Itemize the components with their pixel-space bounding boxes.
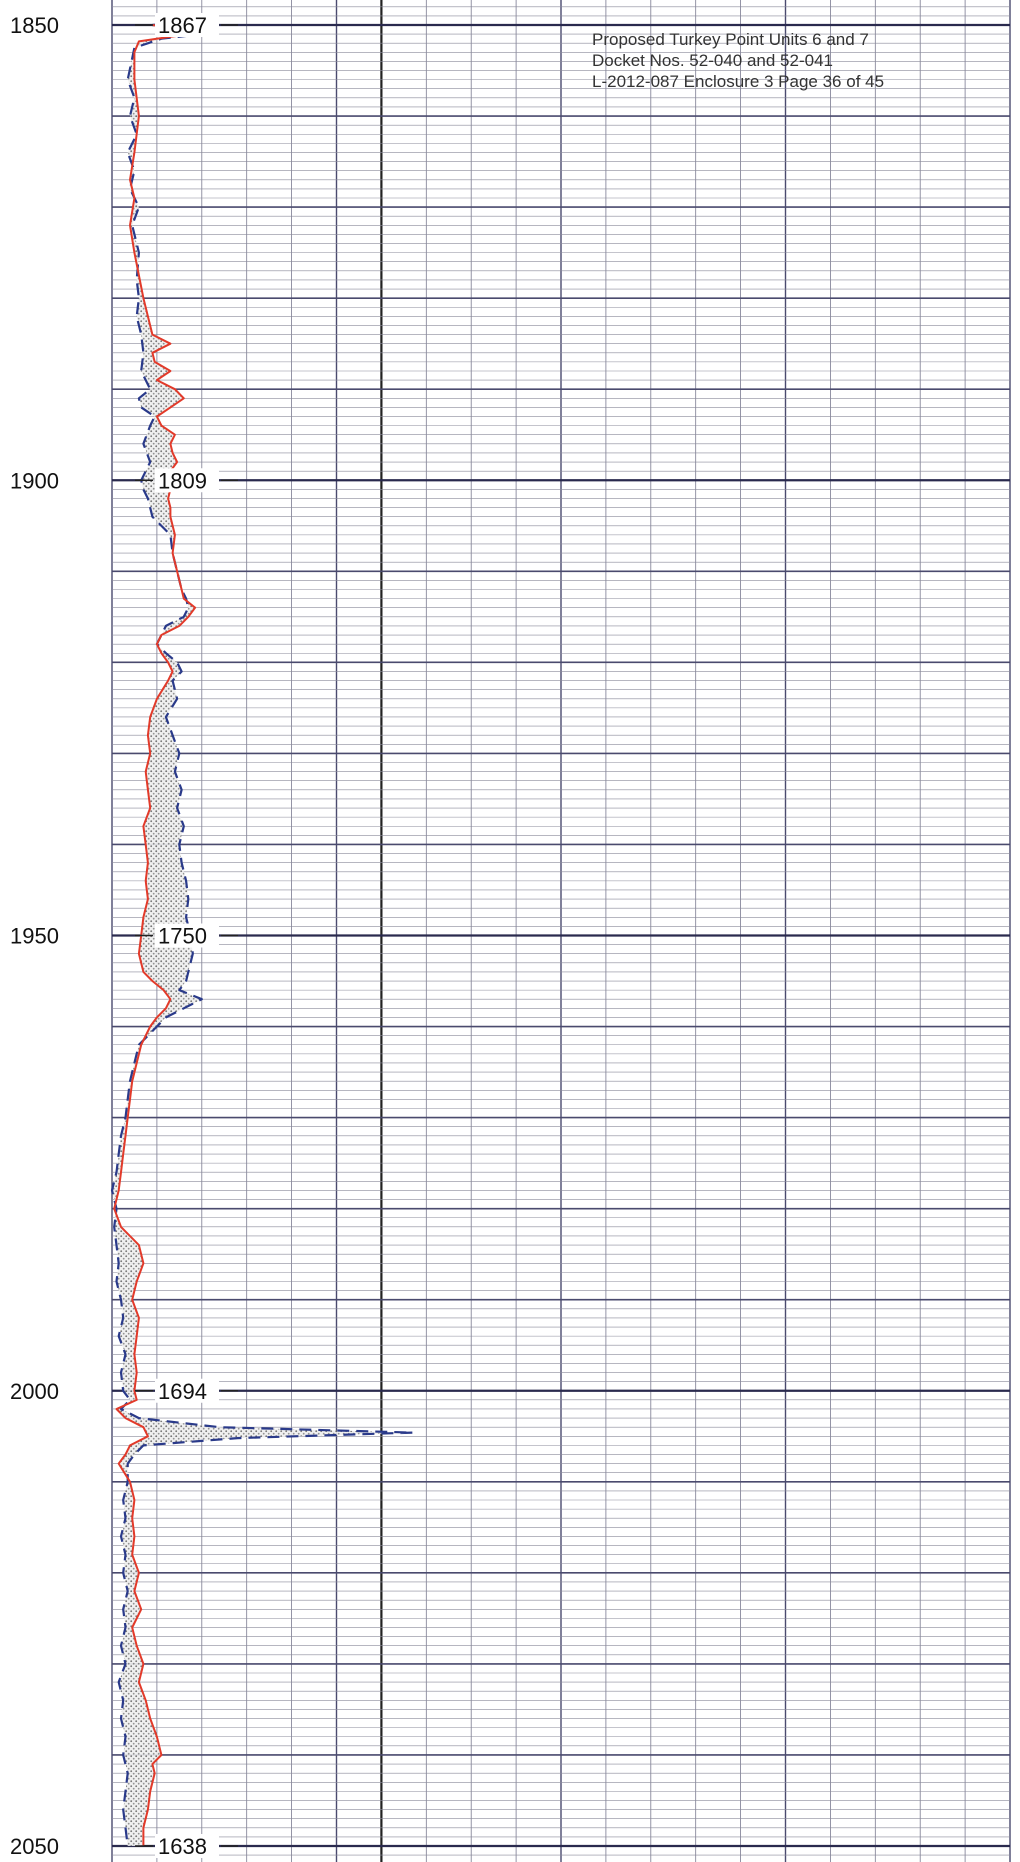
elev-label-bg — [155, 1378, 219, 1403]
elev-label-bg — [155, 468, 219, 493]
elevation-label: 1694 — [158, 1379, 207, 1404]
header-line-3: L-2012-087 Enclosure 3 Page 36 of 45 — [592, 72, 884, 91]
depth-tick-label: 2050 — [10, 1834, 59, 1859]
header-block: Proposed Turkey Point Units 6 and 7 Dock… — [592, 30, 884, 91]
depth-tick-label: 2000 — [10, 1379, 59, 1404]
elev-label-bg — [155, 1834, 219, 1858]
depth-tick-label: 1900 — [10, 468, 59, 493]
depth-labels: 1850 1867 1900 1809 1950 1750 2000 1694 2050 1638 — [10, 13, 238, 1859]
elevation-label: 1750 — [158, 924, 207, 949]
curve-layer — [110, 20, 414, 1847]
series-blue-line — [110, 20, 414, 1847]
header-line-1: Proposed Turkey Point Units 6 and 7 — [592, 30, 869, 49]
elev-label-bg — [155, 923, 219, 948]
elev-label-bg — [155, 13, 219, 37]
depth-tick-label: 1950 — [10, 924, 59, 949]
depth-tick-label: 1850 — [10, 13, 59, 38]
elevation-label: 1809 — [158, 468, 207, 493]
log-grid — [111, 0, 1011, 1862]
series-red-line — [113, 24, 208, 1846]
elevation-label: 1867 — [158, 13, 207, 38]
header-line-2: Docket Nos. 52-040 and 52-041 — [592, 51, 833, 70]
elevation-label: 1638 — [158, 1834, 207, 1859]
